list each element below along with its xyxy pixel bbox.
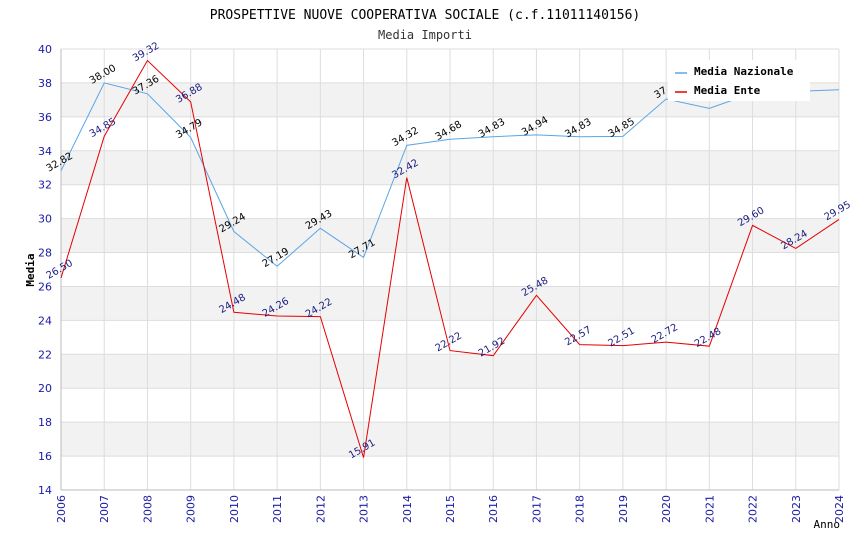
x-tick-label: 2008	[141, 495, 154, 523]
chart-subtitle: Media Importi	[378, 28, 472, 42]
x-tick-label: 2021	[703, 495, 716, 523]
x-tick-label: 2010	[228, 495, 241, 523]
y-tick-label: 32	[38, 179, 52, 192]
legend-box	[668, 60, 810, 101]
chart-title: PROSPETTIVE NUOVE COOPERATIVA SOCIALE (c…	[210, 8, 640, 23]
series-line-media-nazionale	[60, 82, 840, 267]
y-tick-label: 24	[38, 314, 52, 327]
legend-entry: Media Ente	[694, 84, 761, 97]
legend-entry: Media Nazionale	[694, 65, 794, 78]
x-tick-label: 2019	[617, 495, 630, 523]
series-lines	[60, 59, 840, 458]
x-tick-label: 2018	[574, 495, 587, 523]
x-tick-label: 2012	[314, 495, 327, 523]
y-tick-label: 34	[38, 145, 52, 158]
y-tick-label: 26	[38, 280, 52, 293]
x-tick-label: 2017	[530, 495, 543, 523]
x-tick-label: 2011	[271, 495, 284, 523]
y-tick-label: 18	[38, 416, 52, 429]
x-tick-label: 2006	[55, 495, 68, 523]
y-tick-label: 36	[38, 111, 52, 124]
x-tick-label: 2023	[790, 495, 803, 523]
x-tick-label: 2013	[358, 495, 371, 523]
x-tick-label: 2022	[747, 495, 760, 523]
grid-lines	[60, 48, 840, 491]
legend: Media Nazionale Media Ente	[668, 60, 810, 101]
y-axis-label: Media	[24, 253, 37, 286]
y-tick-label: 20	[38, 382, 52, 395]
x-tick-label: 2007	[98, 495, 111, 523]
x-tick-label: 2016	[487, 495, 500, 523]
y-tick-label: 14	[38, 484, 52, 497]
series-line-media-ente	[60, 59, 840, 458]
y-tick-label: 40	[38, 43, 52, 56]
y-tick-label: 28	[38, 247, 52, 260]
y-tick-label: 16	[38, 450, 52, 463]
x-tick-label: 2014	[401, 495, 414, 523]
x-axis-label: Anno	[814, 518, 841, 531]
x-tick-label: 2024	[833, 495, 846, 523]
x-tick-label: 2009	[185, 495, 198, 523]
x-tick-label: 2015	[444, 495, 457, 523]
y-tick-label: 22	[38, 348, 52, 361]
y-tick-label: 30	[38, 213, 52, 226]
x-tick-label: 2020	[660, 495, 673, 523]
y-tick-label: 38	[38, 77, 52, 90]
